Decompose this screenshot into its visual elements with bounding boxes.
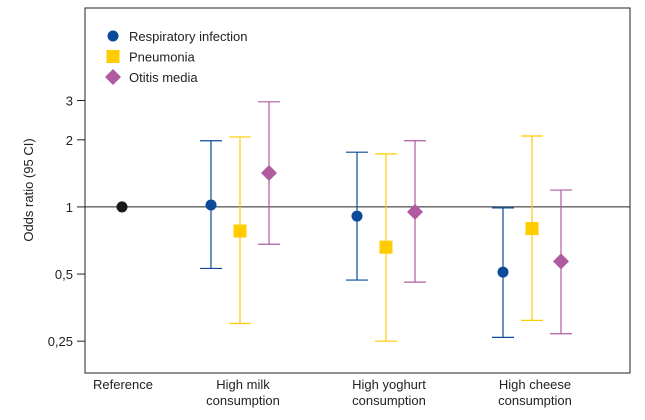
y-tick-label: 2: [66, 133, 73, 148]
data-point-circle: [351, 210, 363, 222]
plot-frame: [84, 7, 631, 374]
data-point-diamond: [261, 164, 277, 181]
data-point-square: [379, 240, 393, 254]
data-point-square: [525, 222, 539, 236]
legend-label: Pneumonia: [129, 50, 196, 65]
data-point-diamond: [553, 253, 569, 270]
legend-marker-square: [106, 50, 120, 63]
data-point-square: [233, 224, 247, 238]
x-category-label: consumption: [206, 393, 280, 408]
x-category-label: Reference: [93, 377, 153, 392]
legend-label: Otitis media: [129, 70, 198, 85]
x-category-label: consumption: [498, 393, 572, 408]
x-category-label: consumption: [352, 393, 426, 408]
x-category-label: High cheese: [499, 377, 571, 392]
x-category-label: High yoghurt: [352, 377, 426, 392]
y-axis-label: Odds ratio (95 CI): [21, 138, 36, 241]
legend-marker-diamond: [105, 69, 121, 85]
y-tick-label: 0,5: [55, 267, 73, 282]
y-tick-label: 0,25: [48, 334, 73, 349]
y-tick-label: 1: [66, 200, 73, 215]
legend-marker-circle: [107, 30, 119, 42]
y-tick-label: 3: [66, 94, 73, 109]
data-point-circle: [205, 199, 217, 211]
data-point-circle: [497, 266, 509, 278]
x-category-label: High milk: [216, 377, 270, 392]
reference-point: [116, 201, 128, 213]
legend-label: Respiratory infection: [129, 29, 248, 44]
data-point-diamond: [407, 203, 423, 220]
